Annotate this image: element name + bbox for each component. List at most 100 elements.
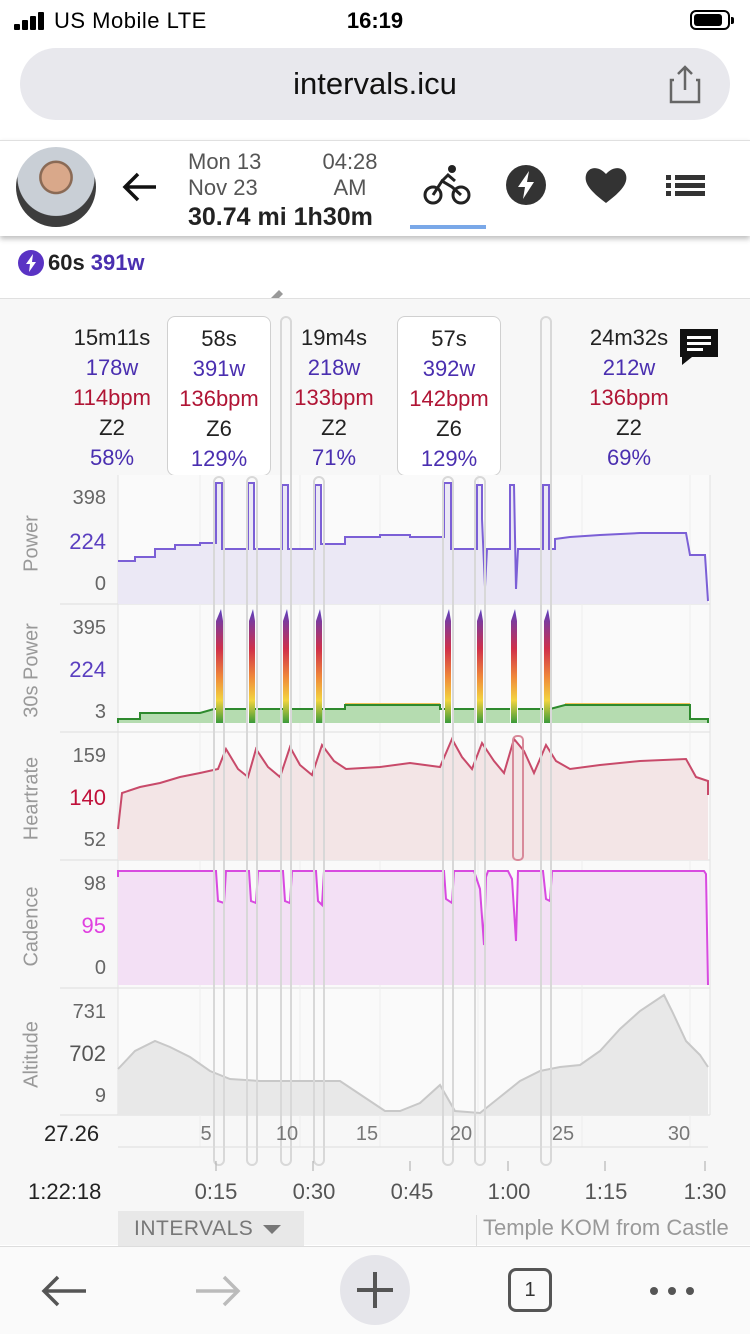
interval-duration: 24m32s: [589, 325, 669, 350]
distance-tick: 20: [449, 1123, 473, 1145]
power-tab-icon[interactable]: [502, 163, 552, 207]
altitude-max-tick: 731: [72, 1001, 106, 1023]
interval-percent: 129%: [190, 446, 248, 471]
interval-card[interactable]: 57s 392w 142bpm Z6 129%: [397, 316, 501, 476]
cadence-current: 95: [81, 913, 106, 938]
heartrate-max-tick: 159: [72, 745, 106, 767]
interval-zone: Z6: [206, 416, 232, 441]
intervals-dropdown-label: INTERVALS: [134, 1217, 254, 1240]
activity-time-ampm: AM: [333, 175, 367, 200]
activity-header: Mon 13 Nov 23 04:28 AM 30.74 mi 1h30m: [0, 140, 750, 360]
interval-zone: Z6: [436, 416, 462, 441]
time-tick: 1:15: [584, 1179, 628, 1204]
interval-percent: 129%: [420, 446, 478, 471]
activity-date[interactable]: Mon 13 Nov 23: [188, 149, 261, 201]
status-time: 16:19: [346, 8, 404, 33]
avatar[interactable]: [16, 147, 96, 227]
heartrate-series: [117, 736, 709, 860]
share-icon[interactable]: [668, 64, 702, 104]
30s-power-current: 224: [69, 657, 106, 682]
ride-tab-icon[interactable]: [422, 163, 472, 207]
activity-day: Mon 13: [188, 149, 262, 174]
tabs-button[interactable]: 1: [508, 1268, 552, 1312]
interval-heartrate: 114bpm: [73, 385, 151, 410]
activity-month-year: Nov 23: [188, 175, 258, 200]
interval-card[interactable]: 19m4s 218w 133bpm Z2 71%: [282, 316, 386, 476]
time-tick: 0:30: [292, 1179, 336, 1204]
more-options-icon[interactable]: [644, 1267, 700, 1315]
intervals-dropdown[interactable]: INTERVALS: [118, 1211, 304, 1247]
cadence-max-tick: 98: [83, 873, 106, 895]
back-arrow-icon[interactable]: [120, 169, 160, 205]
url-text[interactable]: intervals.icu: [293, 66, 457, 101]
browser-toolbar: 1: [0, 1246, 750, 1334]
power-current: 224: [69, 529, 106, 554]
30s-power-max-tick: 395: [72, 617, 106, 639]
time-cursor-value: 1:22:18: [28, 1179, 102, 1204]
distance-tick: 5: [200, 1123, 212, 1145]
interval-heartrate: 133bpm: [294, 385, 374, 410]
interval-watts: 391w: [192, 356, 246, 381]
interval-duration: 19m4s: [300, 325, 368, 350]
activity-distance: 30.74 mi: [188, 203, 287, 231]
route-name[interactable]: Temple KOM from Castle: [476, 1215, 750, 1247]
bolt-icon: [18, 250, 44, 276]
list-tab-icon[interactable]: [662, 163, 712, 207]
altitude-min-tick: 9: [94, 1085, 106, 1107]
status-bar: US Mobile LTE 16:19: [0, 0, 750, 42]
best-power-badge[interactable]: 60s 391w: [18, 248, 145, 278]
interval-card[interactable]: 58s 391w 136bpm Z6 129%: [167, 316, 271, 476]
distance-tick: 15: [355, 1123, 379, 1145]
cadence-series: [117, 870, 709, 986]
altitude-series: [117, 993, 709, 1115]
interval-heartrate: 136bpm: [589, 385, 669, 410]
browser-back-icon[interactable]: [36, 1267, 92, 1315]
activity-chart[interactable]: 15m11s 178w 114bpm Z2 58% 58s 391w 136bp…: [0, 298, 750, 1247]
distance-tick: 30: [667, 1123, 691, 1145]
heartrate-current: 140: [69, 785, 106, 810]
interval-duration: 58s: [201, 326, 237, 351]
best-duration: 60s: [48, 250, 85, 275]
interval-duration: 15m11s: [73, 325, 151, 350]
power-max-tick: 398: [72, 487, 106, 509]
interval-percent: 71%: [311, 445, 357, 470]
chevron-down-icon: [263, 1224, 282, 1234]
interval-percent: 69%: [606, 445, 652, 470]
interval-watts: 212w: [602, 355, 656, 380]
activity-duration: 1h30m: [293, 203, 373, 231]
interval-duration: 57s: [431, 326, 467, 351]
address-bar[interactable]: intervals.icu: [20, 48, 730, 120]
plus-icon: [357, 1272, 393, 1308]
browser-forward-icon[interactable]: [190, 1267, 246, 1315]
new-tab-button[interactable]: [340, 1255, 410, 1325]
interval-card[interactable]: 24m32s 212w 136bpm Z2 69%: [577, 316, 681, 476]
interval-watts: 218w: [307, 355, 361, 380]
interval-highlights: [213, 316, 552, 1166]
interval-heartrate: 136bpm: [179, 386, 259, 411]
time-tick: 0:45: [390, 1179, 434, 1204]
comment-icon[interactable]: [678, 327, 720, 367]
interval-zone: Z2: [99, 415, 125, 440]
heartrate-min-tick: 52: [83, 829, 106, 851]
activity-summary: 30.74 mi 1h30m: [188, 203, 373, 232]
activity-time[interactable]: 04:28 AM: [320, 149, 380, 201]
time-axis-marks: [118, 1146, 708, 1171]
interval-card[interactable]: 15m11s 178w 114bpm Z2 58%: [60, 316, 164, 476]
signal-strength-icon: [14, 12, 46, 30]
distance-tick: 10: [275, 1123, 299, 1145]
activity-time-hm: 04:28: [322, 149, 378, 174]
interval-zone: Z2: [321, 415, 347, 440]
distance-tick: 25: [551, 1123, 575, 1145]
activity-streams-graph[interactable]: [0, 299, 750, 1246]
altitude-current: 702: [69, 1041, 106, 1066]
interval-percent: 58%: [89, 445, 135, 470]
30s-power-min-tick: 3: [94, 701, 106, 723]
interval-watts: 178w: [85, 355, 139, 380]
best-watts: 391w: [90, 250, 145, 275]
power-series: [118, 482, 709, 604]
heart-tab-icon[interactable]: [582, 163, 632, 207]
time-tick: 1:00: [487, 1179, 531, 1204]
interval-zone: Z2: [616, 415, 642, 440]
cadence-min-tick: 0: [94, 957, 106, 979]
interval-watts: 392w: [422, 356, 476, 381]
